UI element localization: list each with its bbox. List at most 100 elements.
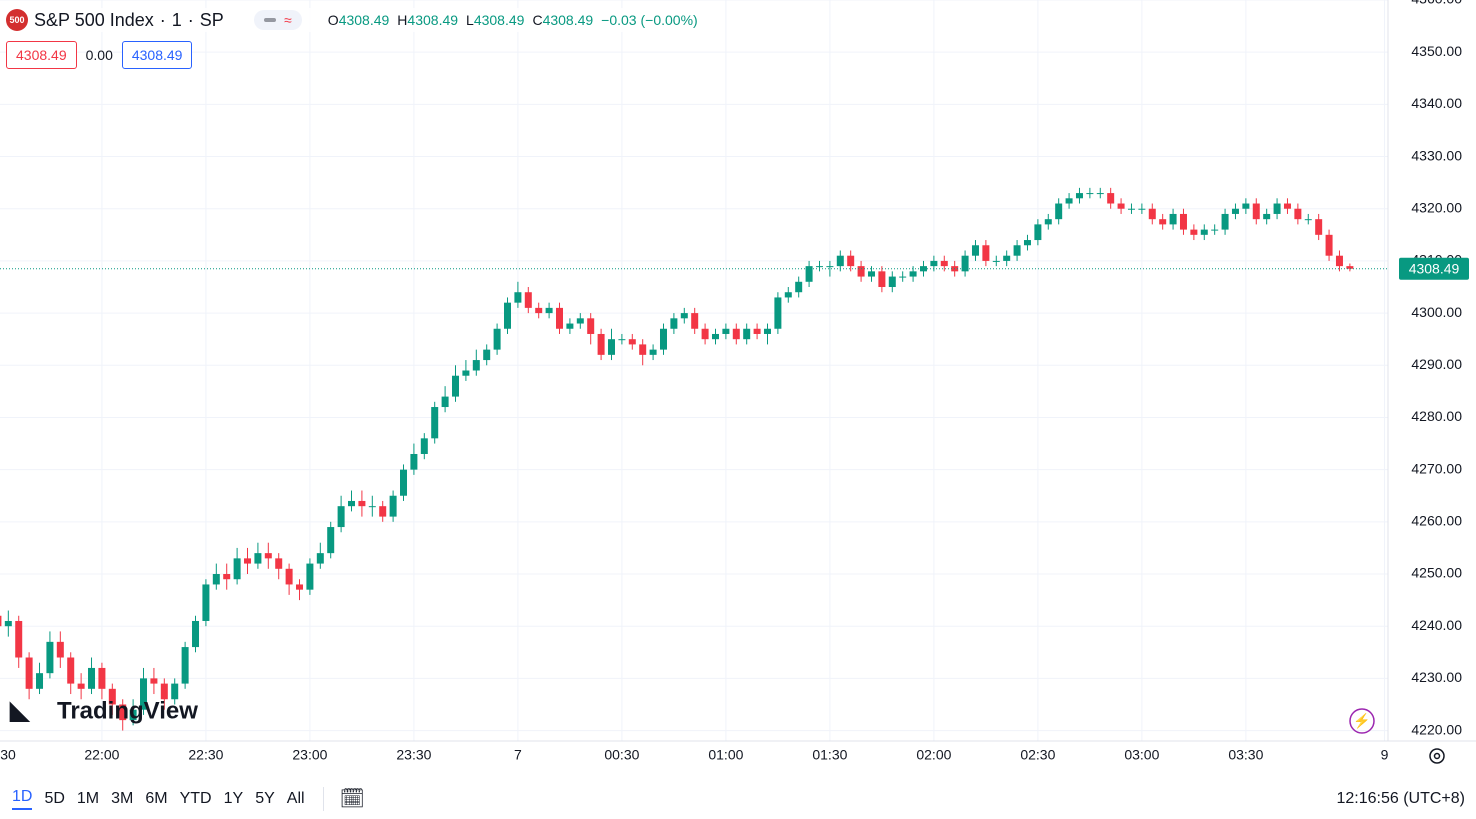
range-buttons: 1D 5D 1M 3M 6M YTD 1Y 5Y All xyxy=(0,788,305,810)
y-tick-label: 4360.00 xyxy=(1411,0,1462,7)
range-button[interactable]: YTD xyxy=(179,789,212,807)
candle-body xyxy=(368,506,376,508)
date-range-button[interactable]: 🗓 xyxy=(339,788,365,810)
y-tick-label: 4350.00 xyxy=(1411,43,1462,59)
x-tick-label: 03:30 xyxy=(1228,747,1263,763)
candle-body xyxy=(940,260,948,267)
candle-body xyxy=(1346,266,1354,269)
x-tick-label: 01:00 xyxy=(708,747,743,763)
range-button[interactable]: 1Y xyxy=(223,789,244,807)
ohlc-key: L xyxy=(466,12,474,28)
quote-row: 4308.49 0.00 4308.49 xyxy=(6,41,193,69)
ohlc-values: O4308.49 H4308.49 L4308.49 C4308.49 −0.03 (−… xyxy=(328,12,698,28)
y-tick-label: 4240.00 xyxy=(1411,617,1462,633)
candle-body xyxy=(420,438,428,454)
separator: · xyxy=(187,9,194,30)
candle-body xyxy=(992,260,1000,262)
candle-body xyxy=(909,271,917,277)
candle-body xyxy=(181,647,189,684)
x-tick-label: 30 xyxy=(0,747,16,763)
symbol-name[interactable]: S&P 500 Index xyxy=(34,9,154,30)
candle-body xyxy=(327,527,335,554)
candle-body xyxy=(1231,208,1239,214)
candle-body xyxy=(691,313,699,329)
candle-body xyxy=(535,307,543,314)
candle-body xyxy=(815,266,823,268)
range-button[interactable]: 6M xyxy=(145,789,168,807)
candle-body xyxy=(1159,219,1167,225)
candle-body xyxy=(223,574,231,580)
ohlc-value: 4308.49 xyxy=(473,12,525,28)
y-tick-label: 4280.00 xyxy=(1411,408,1462,424)
y-tick-label: 4300.00 xyxy=(1411,304,1462,320)
lightning-button[interactable] xyxy=(1349,708,1375,734)
candle-body xyxy=(254,553,262,564)
settings-button[interactable] xyxy=(1429,748,1445,764)
candle-body xyxy=(493,328,501,350)
candle-body xyxy=(649,349,657,355)
candle-body xyxy=(1148,208,1156,220)
watermark: TradingView xyxy=(57,697,198,724)
candle-body xyxy=(452,375,460,397)
ask-price[interactable]: 4308.49 xyxy=(121,41,193,69)
x-tick-label: 00:30 xyxy=(604,747,639,763)
candle-body xyxy=(545,307,553,314)
candle-body xyxy=(1023,240,1031,246)
candle-body xyxy=(306,563,314,590)
range-button[interactable]: 1M xyxy=(76,789,100,807)
range-button[interactable]: 5D xyxy=(44,789,65,807)
candle-body xyxy=(555,307,563,329)
candle-body xyxy=(826,266,834,268)
lightning-icon: ⚡ xyxy=(1353,713,1370,730)
candle-body xyxy=(1179,213,1187,230)
ohlc-key: O xyxy=(327,12,339,28)
range-button[interactable]: 5Y xyxy=(255,789,275,807)
candle-body xyxy=(1242,203,1250,209)
bid-price[interactable]: 4308.49 xyxy=(6,41,77,69)
range-button[interactable]: All xyxy=(286,789,305,807)
candle-body xyxy=(1252,203,1260,220)
candle-body xyxy=(1200,229,1208,235)
candle-body xyxy=(930,260,938,267)
candle-body xyxy=(202,584,210,621)
candle-body xyxy=(1117,203,1125,209)
candle-body xyxy=(1325,234,1333,256)
divider xyxy=(322,786,324,811)
candle-body xyxy=(316,553,324,564)
candle-body xyxy=(441,396,449,408)
candle-body xyxy=(1096,193,1104,195)
candle-body xyxy=(192,620,200,648)
y-tick-label: 4330.00 xyxy=(1411,147,1462,163)
x-tick-label: 7 xyxy=(514,747,522,763)
candle-body xyxy=(296,584,304,590)
candle-body xyxy=(639,344,647,355)
x-tick-label: 02:30 xyxy=(1020,747,1055,763)
candle-body xyxy=(805,266,813,282)
candle-body xyxy=(1335,255,1343,267)
candle-body xyxy=(348,500,356,507)
candle-body xyxy=(576,318,584,324)
candle-body xyxy=(358,500,366,507)
candle-body xyxy=(400,469,408,496)
interval[interactable]: 1 xyxy=(171,9,182,30)
legend-header: 500 S&P 500 Index · 1 · SP ≈ O4308.49 H4308… xyxy=(6,8,698,32)
x-tick-label: 03:00 xyxy=(1124,747,1159,763)
candle-body xyxy=(659,328,667,350)
status-pill[interactable]: ≈ xyxy=(253,10,302,30)
candle-body xyxy=(264,553,272,559)
candle-body xyxy=(763,328,771,334)
spread: 0.00 xyxy=(85,47,113,63)
range-button[interactable]: 3M xyxy=(111,789,134,807)
candle-body xyxy=(587,318,595,334)
candle-body xyxy=(732,328,740,340)
candle-body xyxy=(77,683,85,689)
x-tick-label: 23:00 xyxy=(292,747,327,763)
candle-body xyxy=(1273,203,1281,214)
candle-body xyxy=(67,657,75,684)
candle-body xyxy=(46,641,54,674)
candle-body xyxy=(462,370,470,376)
range-button[interactable]: 1D xyxy=(12,788,33,810)
ohlc-item: C4308.49 xyxy=(532,12,593,28)
y-tick-label: 4290.00 xyxy=(1411,356,1462,372)
candle-body xyxy=(4,620,12,627)
